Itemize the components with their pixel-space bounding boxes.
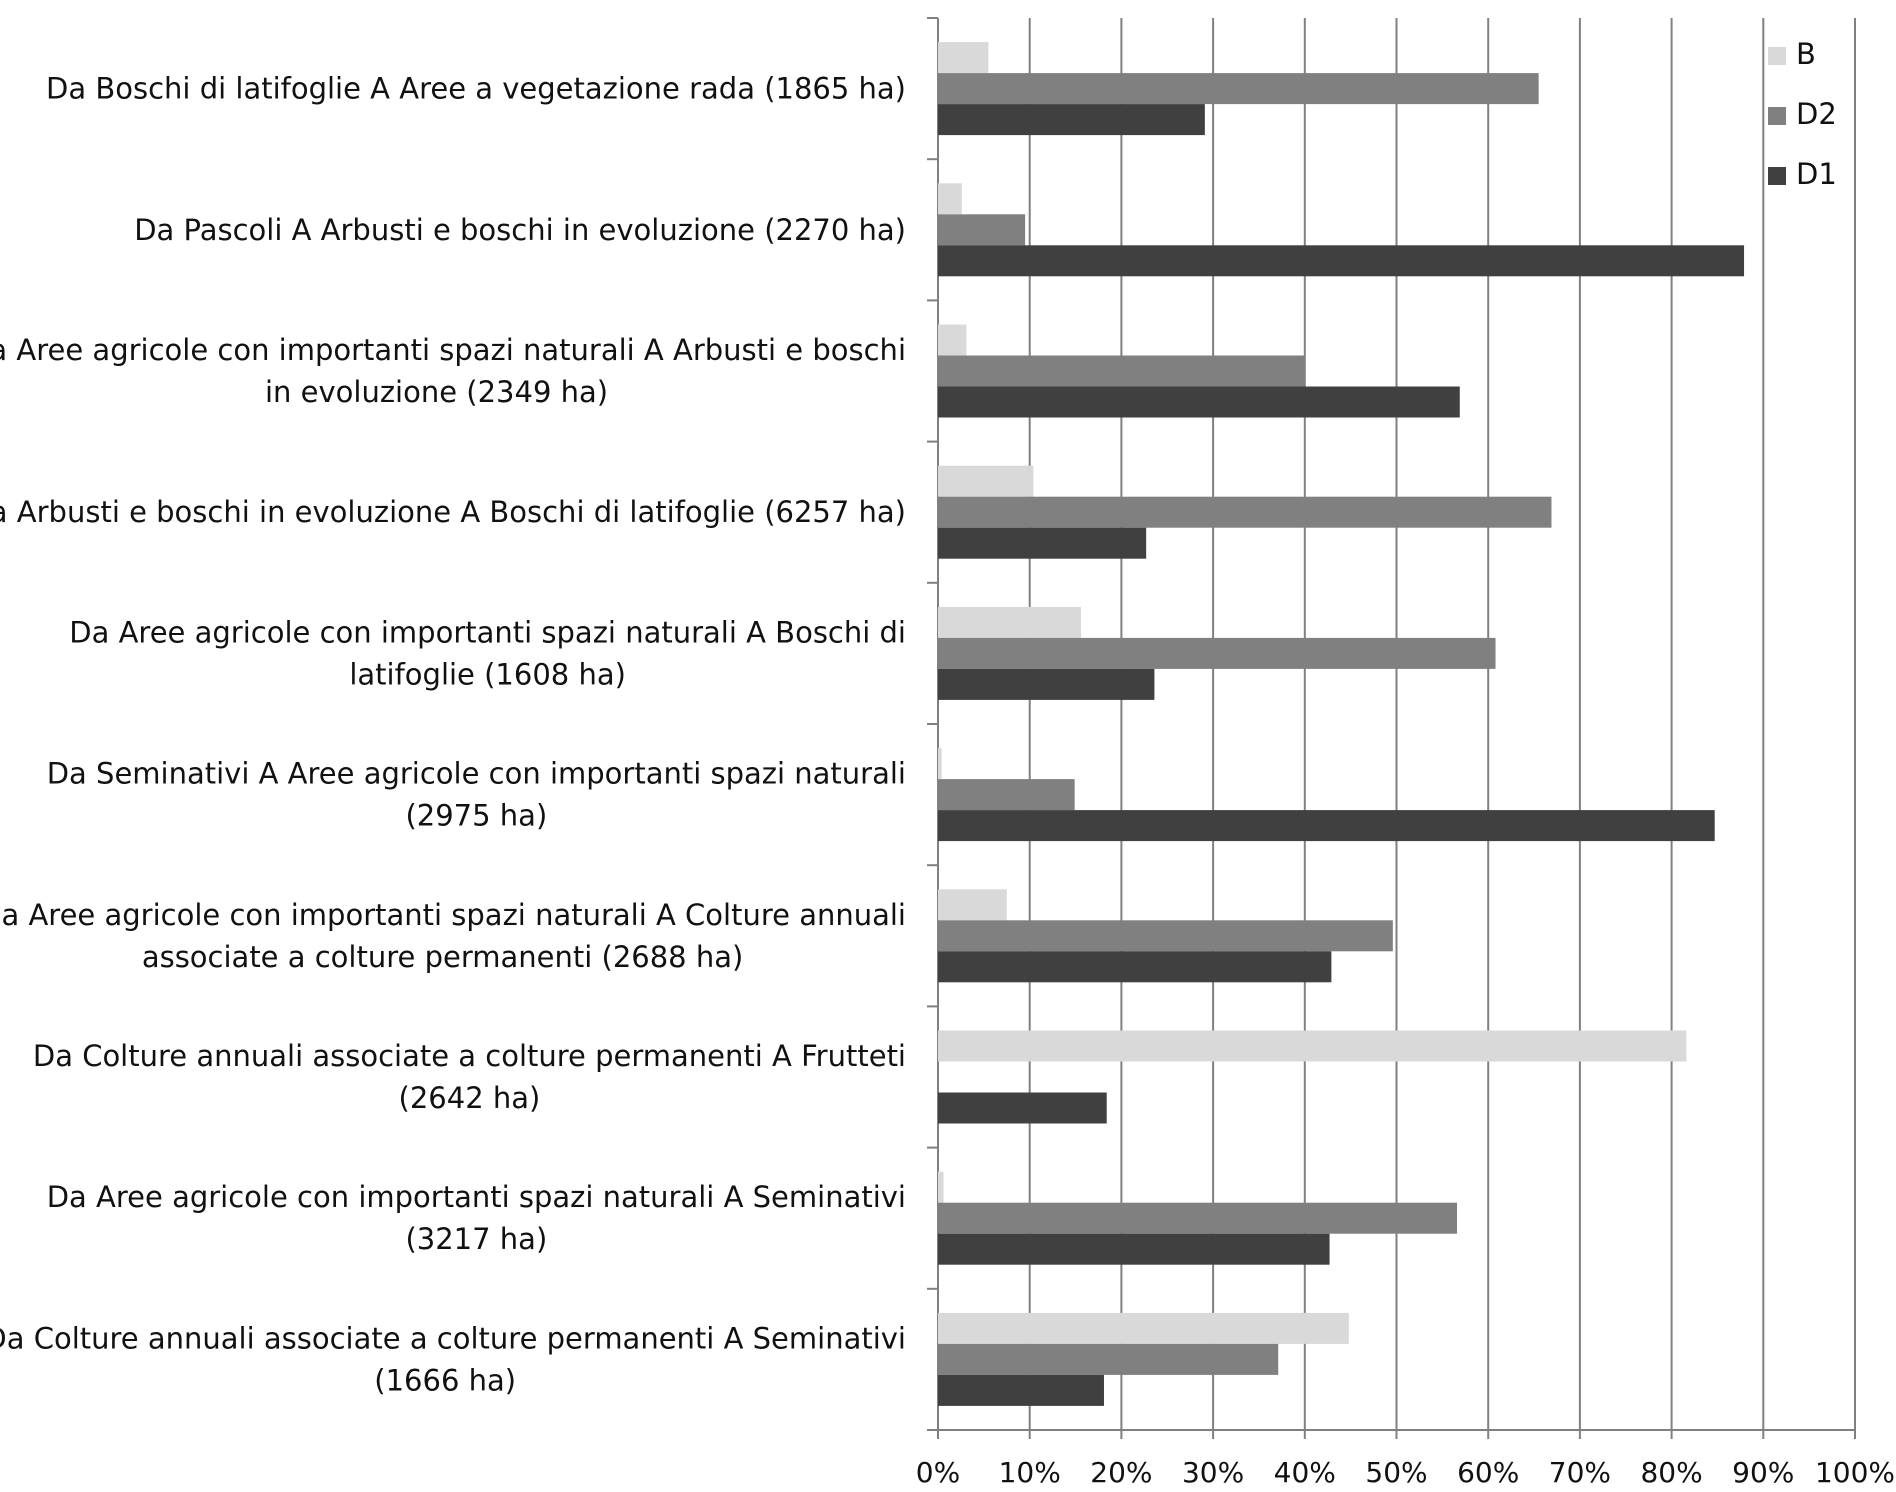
bar-d2 [938, 1202, 1458, 1234]
category-label-line: Da Arbusti e boschi in evoluzione A Bosc… [0, 495, 906, 529]
bar-d2 [938, 637, 1496, 669]
bar-b [938, 1030, 1687, 1062]
category-label-line: Da Pascoli A Arbusti e boschi in evoluzi… [134, 213, 906, 247]
category-label: Da Colture annuali associate a colture p… [33, 1039, 906, 1115]
x-tick-label: 20% [1090, 1456, 1152, 1489]
x-tick-labels: 0% 10% 20% 30% 40% 50% 60% 70% 80% 90% 100% [916, 1456, 1895, 1489]
category-label-line: Da Colture annuali associate a colture p… [33, 1039, 906, 1073]
x-tick-label: 30% [1182, 1456, 1244, 1489]
bar-b [938, 465, 1034, 497]
category-label: Da Aree agricole con importanti spazi na… [69, 615, 906, 691]
legend-swatch-d2 [1768, 107, 1786, 125]
x-tick-label: 50% [1365, 1456, 1427, 1489]
x-tick-label: 100% [1815, 1456, 1895, 1489]
x-tick-label: 40% [1274, 1456, 1336, 1489]
legend-label-b: B [1796, 37, 1816, 71]
bar-d1 [938, 810, 1715, 842]
bars [938, 42, 1745, 1406]
category-label-line: latifoglie (1608 ha) [349, 657, 626, 691]
bar-b [938, 42, 989, 74]
category-label: Da Arbusti e boschi in evoluzione A Bosc… [0, 495, 906, 529]
bar-d2 [938, 1343, 1279, 1375]
category-label-line: (3217 ha) [405, 1222, 547, 1256]
category-label-line: Da Seminativi A Aree agricole con import… [47, 757, 906, 791]
bar-d1 [938, 668, 1155, 700]
category-label-line: (1666 ha) [374, 1363, 516, 1397]
category-label: Da Boschi di latifoglie A Aree a vegetaz… [46, 72, 906, 106]
category-label-line: associate a colture permanenti (2688 ha) [142, 940, 744, 974]
bar-b [938, 606, 1082, 638]
category-label-line: Da Colture annuali associate a colture p… [0, 1321, 906, 1355]
legend: B D2 D1 [1768, 37, 1837, 191]
bar-b [938, 1312, 1349, 1344]
category-label: Da Colture annuali associate a colture p… [0, 1321, 906, 1397]
bar-b [938, 748, 942, 780]
category-label: Da Aree agricole con importanti spazi na… [0, 333, 906, 409]
legend-label-d2: D2 [1796, 97, 1837, 131]
x-tick-label: 60% [1457, 1456, 1519, 1489]
bar-d1 [938, 104, 1205, 136]
category-label-line: Da Boschi di latifoglie A Aree a vegetaz… [46, 72, 906, 106]
x-tick-label: 10% [999, 1456, 1061, 1489]
bar-d1 [938, 1233, 1330, 1265]
bar-b [938, 1171, 944, 1203]
bar-d1 [938, 951, 1332, 983]
bar-b [938, 183, 962, 215]
category-label-line: Da Aree agricole con importanti spazi na… [69, 615, 906, 649]
legend-swatch-b [1768, 47, 1786, 65]
category-label-line: (2642 ha) [399, 1081, 541, 1115]
bar-d1 [938, 1374, 1104, 1406]
x-tick-label: 0% [916, 1456, 960, 1489]
bar-d1 [938, 386, 1460, 418]
bar-d1 [938, 1092, 1107, 1124]
bar-b [938, 324, 967, 356]
x-tick-label: 80% [1640, 1456, 1702, 1489]
category-label: Da Pascoli A Arbusti e boschi in evoluzi… [134, 213, 906, 247]
legend-swatch-d1 [1768, 167, 1786, 185]
bar-d2 [938, 355, 1305, 387]
category-label: Da Seminativi A Aree agricole con import… [47, 757, 906, 833]
bar-d1 [938, 245, 1745, 277]
bar-d2 [938, 920, 1393, 952]
category-label-line: in evoluzione (2349 ha) [265, 375, 608, 409]
bar-d2 [938, 496, 1552, 528]
x-tick-label: 90% [1732, 1456, 1794, 1489]
bar-b [938, 889, 1007, 921]
legend-label-d1: D1 [1796, 157, 1837, 191]
category-label: Da Aree agricole con importanti spazi na… [0, 898, 906, 974]
bar-d2 [938, 779, 1075, 811]
bar-d2 [938, 73, 1539, 105]
category-label-line: Da Aree agricole con importanti spazi na… [0, 333, 906, 367]
x-tick-label: 70% [1549, 1456, 1611, 1489]
category-label-line: Da Aree agricole con importanti spazi na… [0, 898, 906, 932]
bar-d2 [938, 214, 1026, 246]
category-labels: Da Boschi di latifoglie A Aree a vegetaz… [0, 72, 906, 1398]
category-label: Da Aree agricole con importanti spazi na… [47, 1180, 906, 1256]
category-label-line: Da Aree agricole con importanti spazi na… [47, 1180, 906, 1214]
bar-d1 [938, 527, 1147, 559]
category-label-line: (2975 ha) [405, 799, 547, 833]
